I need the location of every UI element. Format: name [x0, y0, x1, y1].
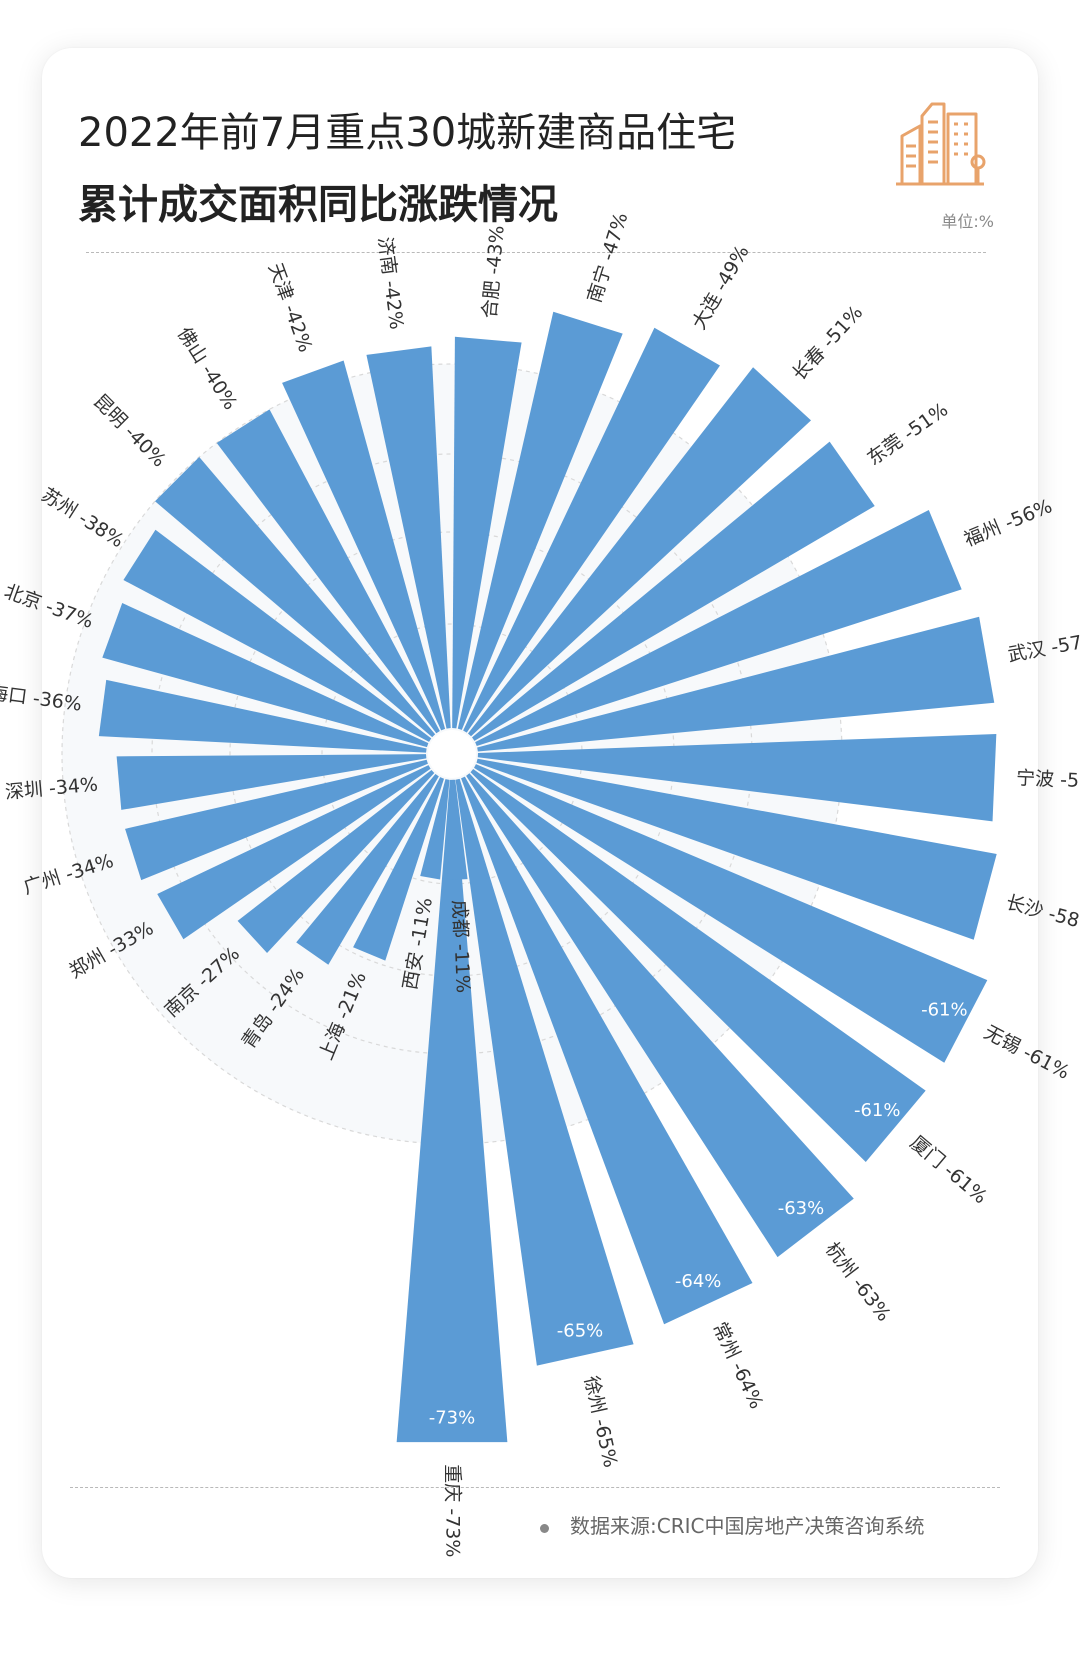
category-label-3: 杭州 -63%	[821, 1238, 895, 1325]
chart-title-line2: 累计成交面积同比涨跌情况	[78, 182, 558, 228]
bar-7	[477, 734, 997, 822]
value-label-5: -61%	[921, 999, 968, 1020]
bar-4	[470, 769, 926, 1163]
bar-19	[123, 529, 432, 742]
category-label-11: 长春 -51%	[788, 301, 867, 385]
category-label-6: 长沙 -58%	[1004, 891, 1080, 936]
bar-6	[476, 758, 997, 940]
top-divider	[86, 252, 986, 253]
bottom-divider	[70, 1487, 1000, 1488]
bar-15	[366, 346, 451, 729]
category-label-13: 南宁 -47%	[583, 210, 632, 305]
bar-12	[463, 327, 720, 733]
bar-11	[467, 367, 812, 737]
bar-8	[477, 616, 995, 752]
value-label-4: -61%	[854, 1100, 901, 1121]
category-label-8: 武汉 -57%	[1006, 628, 1080, 666]
category-label-4: 厦门 -61%	[906, 1132, 991, 1209]
bar-14	[452, 336, 522, 729]
category-label-9: 福州 -56%	[961, 495, 1055, 551]
bar-17	[216, 409, 440, 734]
bar-27	[353, 777, 445, 961]
category-label-0: 重庆 -73%	[442, 1464, 464, 1557]
category-label-19: 苏州 -38%	[37, 484, 127, 553]
unit-label: 单位:%	[941, 212, 994, 231]
bar-29	[447, 779, 468, 881]
value-label-1: -65%	[557, 1320, 604, 1341]
bar-16	[282, 360, 446, 731]
buildings-icon	[896, 102, 986, 186]
category-label-17: 佛山 -40%	[173, 323, 242, 413]
bar-13	[457, 311, 623, 730]
value-label-0: -73%	[429, 1407, 476, 1428]
bar-2	[461, 776, 753, 1325]
center-hole	[428, 730, 476, 778]
category-label-2: 常州 -64%	[708, 1319, 767, 1413]
bar-25	[237, 769, 435, 954]
bar-28	[420, 779, 450, 880]
category-label-18: 昆明 -40%	[89, 390, 170, 471]
bar-20	[102, 603, 429, 748]
category-label-20: 北京 -37%	[1, 580, 96, 633]
chart-title-line1: 2022年前7月重点30城新建商品住宅	[78, 110, 737, 156]
category-label-7: 宁波 -57%	[1016, 767, 1080, 793]
bar-3	[466, 773, 854, 1258]
bar-23	[125, 759, 428, 881]
bar-10	[472, 441, 875, 741]
category-label-5: 无锡 -61%	[980, 1021, 1073, 1084]
category-label-1: 徐州 -65%	[580, 1374, 622, 1470]
source-bullet	[540, 1524, 549, 1533]
value-label-3: -63%	[778, 1198, 825, 1219]
bar-9	[475, 510, 962, 747]
category-label-15: 济南 -42%	[374, 236, 408, 331]
bar-5	[474, 764, 988, 1063]
bar-18	[155, 457, 436, 738]
bar-22	[116, 754, 427, 810]
bar-0	[396, 779, 508, 1443]
bar-21	[98, 679, 427, 753]
category-label-12: 大连 -49%	[688, 242, 754, 334]
value-label-2: -64%	[675, 1271, 722, 1292]
source-note: 数据来源:CRIC中国房地产决策咨询系统	[570, 1514, 925, 1538]
category-label-10: 东莞 -51%	[863, 399, 952, 470]
bar-1	[455, 778, 634, 1366]
bar-26	[296, 774, 439, 965]
category-label-14: 合肥 -43%	[479, 225, 509, 320]
category-label-29: 成都 -11%	[448, 899, 474, 993]
bars	[98, 311, 997, 1443]
category-label-16: 天津 -42%	[264, 260, 317, 355]
bar-24	[157, 765, 431, 940]
